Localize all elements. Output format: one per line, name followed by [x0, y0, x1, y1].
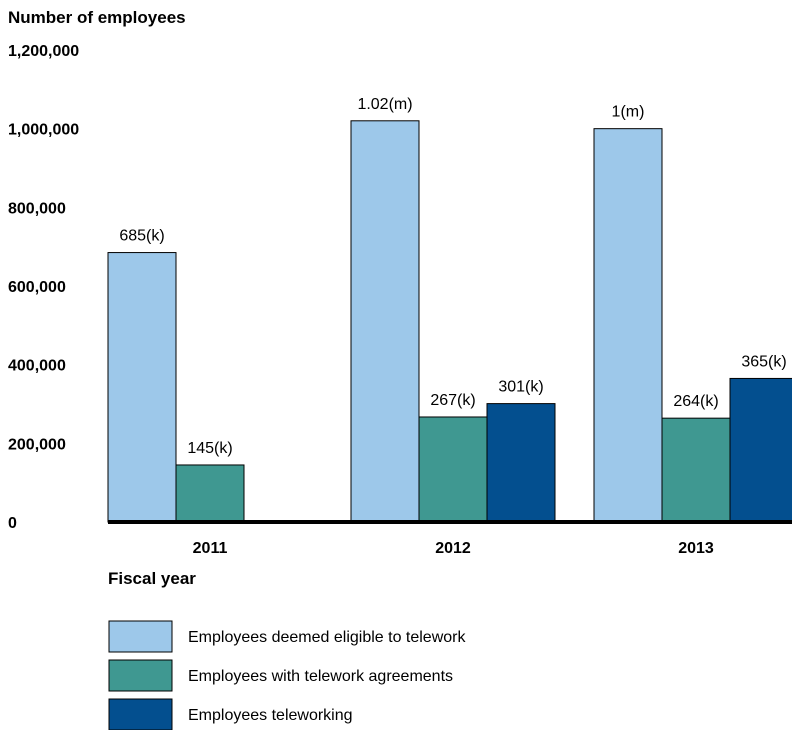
y-tick-label: 200,000 — [8, 436, 66, 453]
x-category-label: 2012 — [435, 540, 471, 557]
legend-label: Employees teleworking — [188, 707, 353, 724]
y-tick-label: 400,000 — [8, 358, 66, 375]
y-axis-ticks: 0 200,000 400,000 600,000 800,000 1,000,000 1,… — [8, 43, 79, 532]
bar-2011-series-0 — [107, 252, 177, 523]
bar-data-label: 1.02(m) — [357, 96, 412, 113]
bar-data-label: 264(k) — [673, 393, 718, 410]
legend-label: Employees deemed eligible to telework — [188, 629, 466, 646]
bar-2012-series-1 — [418, 416, 488, 523]
bar-2013-series-1 — [661, 417, 731, 523]
data-labels: 685(k) 1.02(m) 1(m) 145(k) 267(k) 264(k) 301(k… — [119, 96, 786, 457]
bar-data-label: 145(k) — [187, 440, 232, 457]
y-tick-label: 600,000 — [8, 279, 66, 296]
bar-data-label: 267(k) — [430, 392, 475, 409]
bar-2012-series-0 — [350, 120, 420, 523]
legend-swatch — [108, 620, 173, 653]
bar-data-label: 685(k) — [119, 228, 164, 245]
legend-swatch — [108, 659, 173, 692]
y-tick-label: 0 — [8, 515, 17, 532]
legend-swatch — [108, 698, 173, 730]
x-category-label: 2011 — [193, 540, 228, 557]
x-axis-categories: 2011 2012 2013 — [193, 540, 714, 557]
y-tick-label: 1,200,000 — [8, 43, 79, 60]
bar-data-label: 301(k) — [498, 379, 543, 396]
legend: Employees deemed eligible to telework Emp… — [108, 620, 466, 730]
y-tick-label: 800,000 — [8, 200, 66, 217]
x-category-label: 2013 — [678, 540, 714, 557]
x-axis-title: Fiscal year — [108, 569, 196, 588]
bar-series — [107, 120, 792, 523]
bar-data-label: 1(m) — [612, 104, 645, 121]
legend-label: Employees with telework agreements — [188, 668, 453, 685]
bar-2013-series-0 — [593, 128, 663, 523]
bar-2011-series-1 — [175, 464, 245, 523]
y-tick-label: 1,000,000 — [8, 122, 79, 139]
bar-2012-series-2 — [486, 403, 556, 523]
y-axis-title: Number of employees — [8, 8, 186, 27]
bar-data-label: 365(k) — [741, 353, 786, 370]
bar-2013-series-2 — [729, 377, 792, 523]
